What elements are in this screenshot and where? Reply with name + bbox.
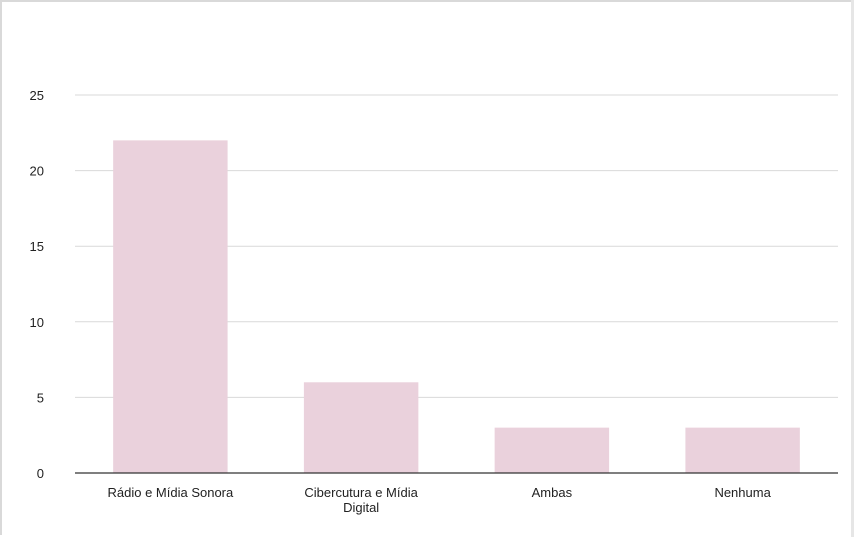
x-category-label: Nenhuma: [714, 485, 771, 500]
x-category-labels: Rádio e Mídia Sonora Cibercutura e MídiaD…: [108, 485, 772, 515]
y-tick-label: 20: [30, 164, 44, 179]
y-tick-label: 0: [37, 466, 44, 481]
y-tick-label: 25: [30, 88, 44, 103]
frame-edge: [851, 0, 854, 537]
bar-2: [494, 427, 610, 473]
y-tick-label: 15: [30, 239, 44, 254]
x-category-label: Cibercutura e Mídia: [304, 485, 418, 500]
bars: [113, 140, 800, 474]
x-category-label: Digital: [343, 500, 379, 515]
y-tick-label: 5: [37, 390, 44, 405]
x-category-label: Ambas: [532, 485, 573, 500]
y-tick-label: 10: [30, 315, 44, 330]
bar-3: [685, 427, 800, 473]
y-tick-labels: 0 5 10 15 20 25: [30, 88, 44, 481]
x-category-label: Rádio e Mídia Sonora: [108, 485, 235, 500]
bar-0: [113, 140, 228, 474]
bar-1: [303, 382, 419, 473]
